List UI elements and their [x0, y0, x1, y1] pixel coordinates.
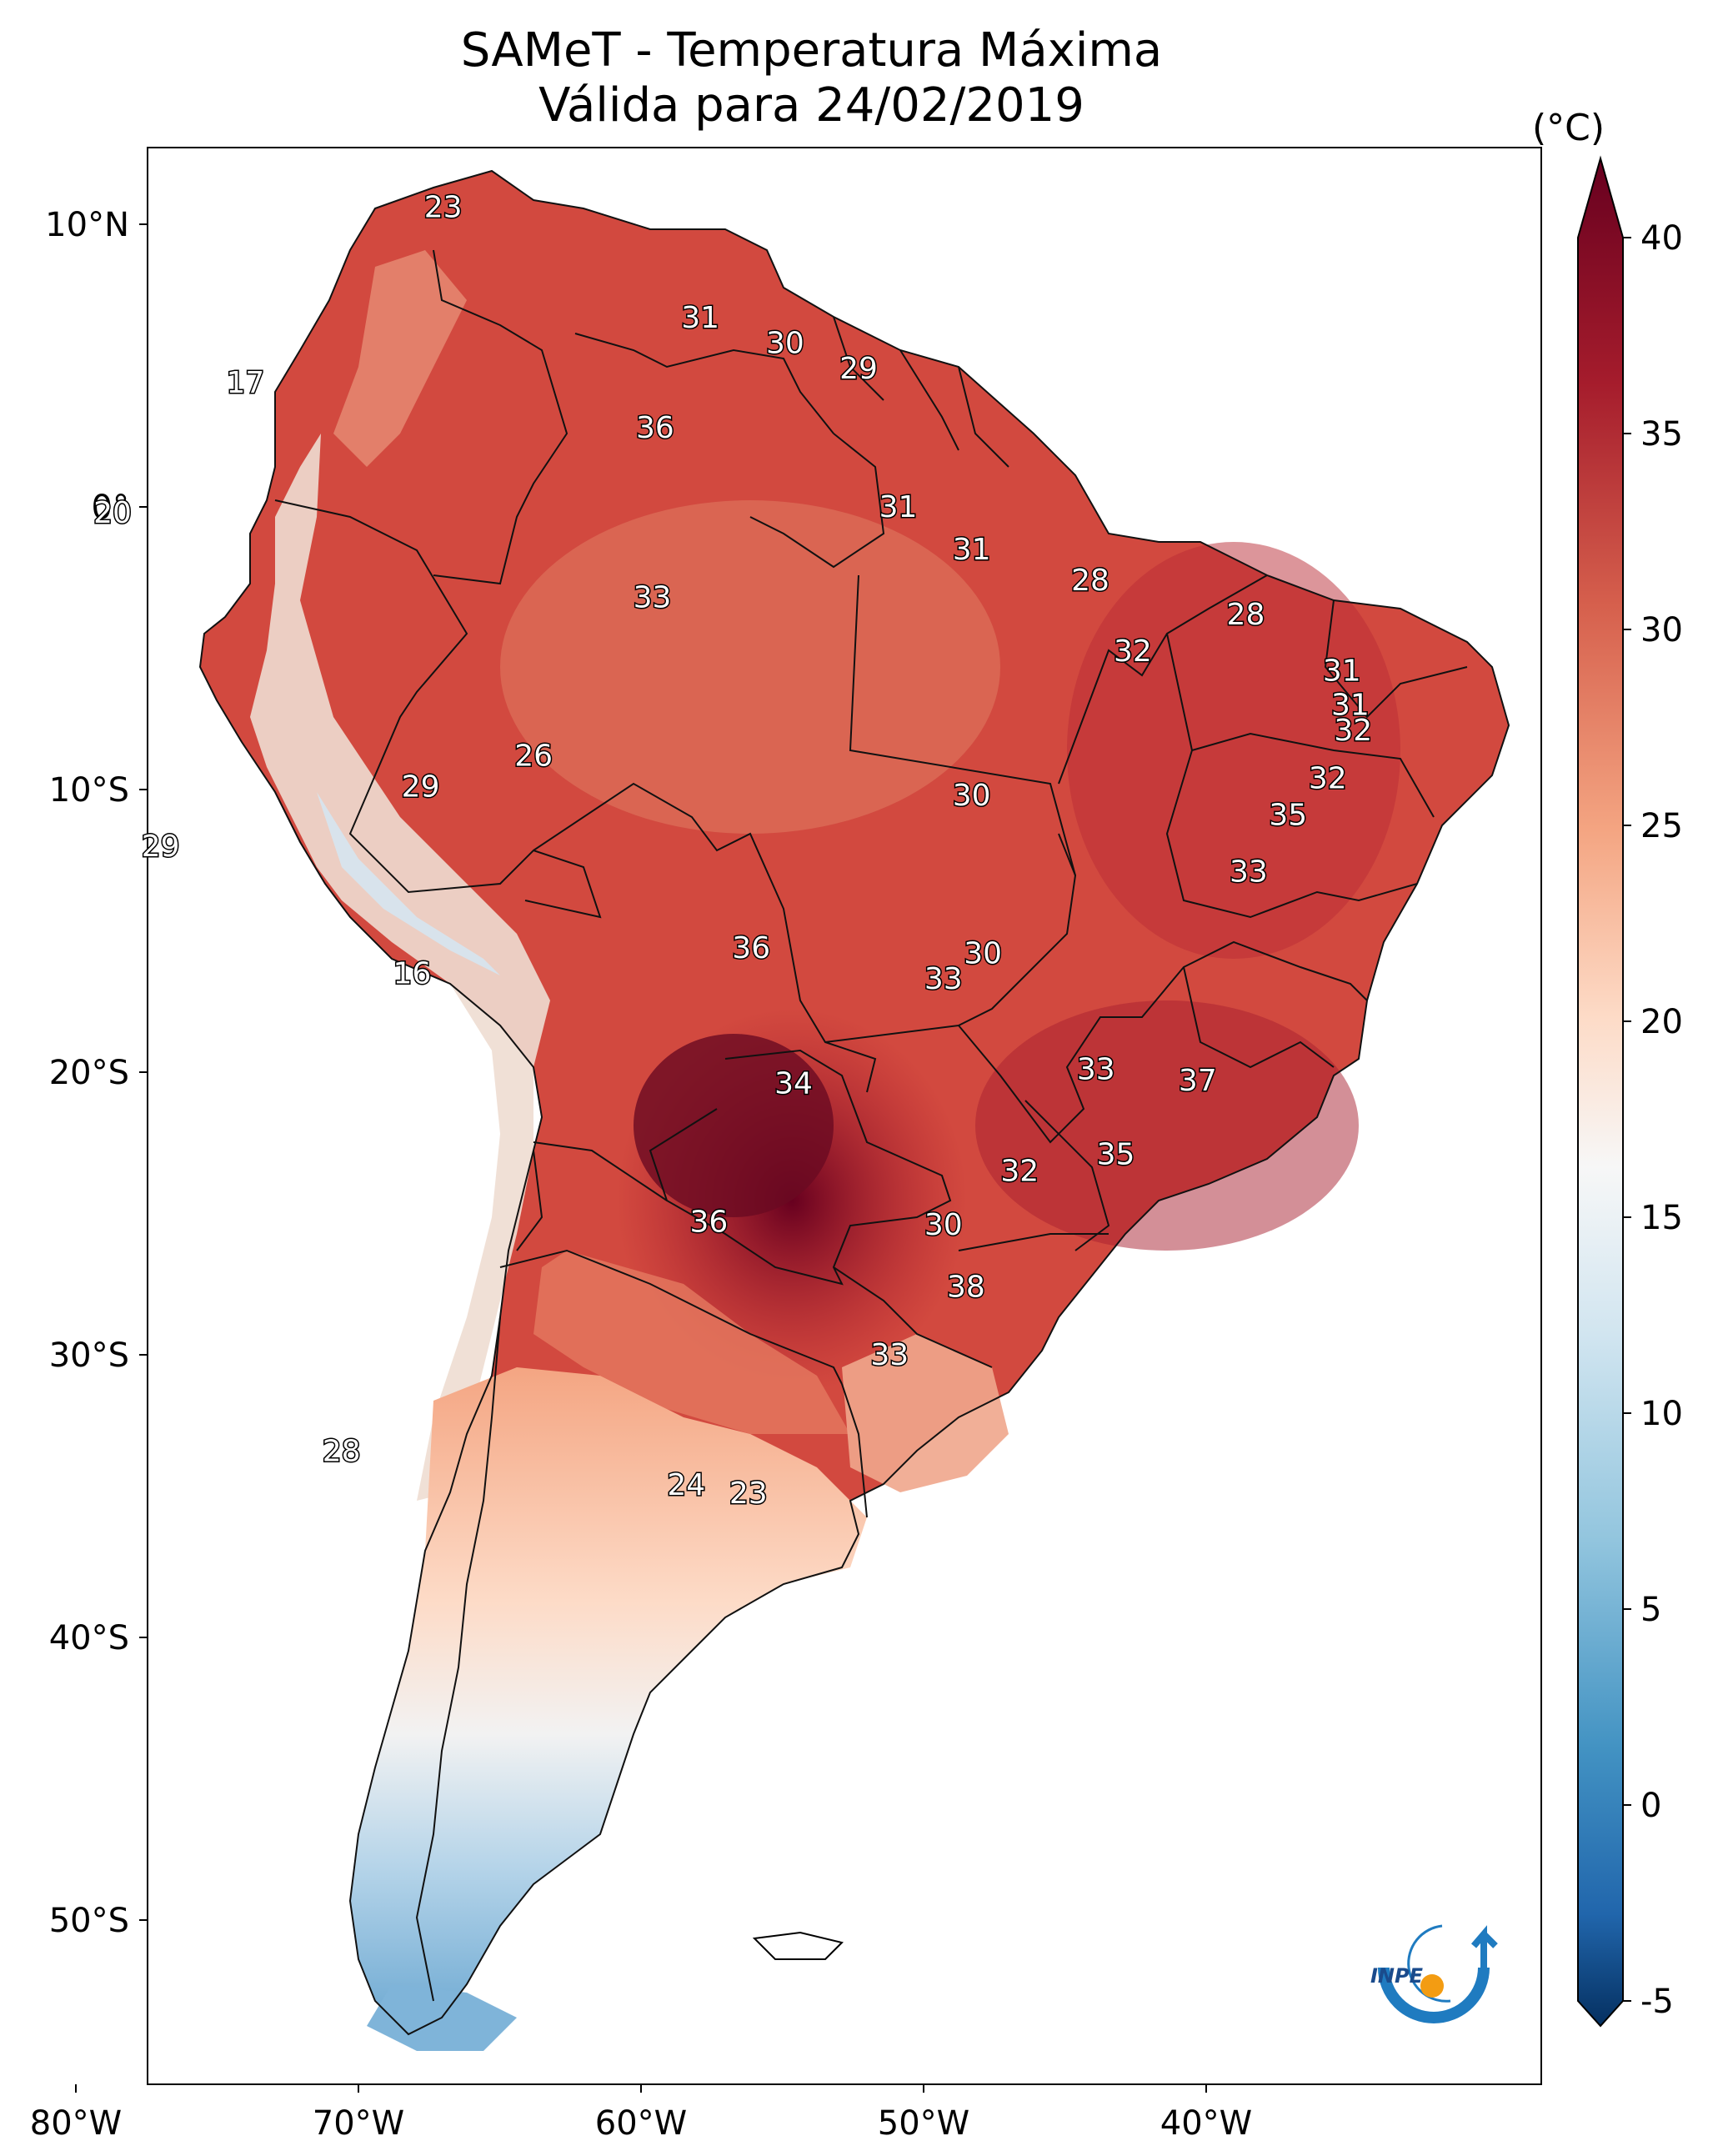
heat-core-center: [634, 1034, 834, 1217]
station-value-label: 35: [1269, 799, 1307, 833]
station-value-label: 30: [964, 937, 1002, 971]
lon-tick-label: 50°W: [878, 2104, 969, 2143]
station-value-label: 32: [1000, 1155, 1039, 1189]
colorbar-tick-label: 5: [1640, 1591, 1661, 1629]
colorbar-tick-label: 25: [1640, 807, 1683, 845]
station-value-label: 32: [1334, 714, 1372, 748]
station-value-label: 33: [924, 962, 963, 996]
station-value-label: 37: [1179, 1064, 1217, 1098]
colorbar-tick-label: 40: [1640, 219, 1683, 258]
station-value-label: 33: [1077, 1053, 1115, 1087]
station-value-label: 28: [323, 1434, 361, 1468]
pampas-field: [533, 1251, 850, 1434]
station-value-label: 32: [1114, 634, 1152, 669]
lon-tick-label: 60°W: [595, 2104, 687, 2143]
colorbar-tick-label: 35: [1640, 415, 1683, 454]
map-subtitle: Válida para 24/02/2019: [538, 78, 1084, 133]
falkland-islands: [752, 1931, 844, 1960]
station-value-label: 30: [953, 779, 991, 813]
station-value-label: 24: [667, 1468, 705, 1502]
colorbar-gradient: [1577, 155, 1624, 2028]
station-value-label: 17: [226, 366, 264, 400]
station-value-label: 26: [514, 739, 553, 773]
station-value-label: 28: [1227, 598, 1265, 632]
colorbar-tick-label: -5: [1640, 1983, 1674, 2021]
lat-tick-label: 30°S: [49, 1336, 129, 1375]
lat-tick-label: 10°S: [49, 771, 129, 810]
station-value-label: 29: [402, 770, 440, 805]
station-value-label: 30: [924, 1208, 963, 1242]
colorbar-unit-label: (°C): [1532, 107, 1605, 149]
uruguay-field: [842, 1334, 1009, 1492]
station-value-label: 33: [634, 580, 672, 614]
station-value-label: 28: [1071, 564, 1109, 598]
station-value-label: 20: [93, 496, 132, 530]
station-value-label: 31: [1323, 654, 1361, 689]
station-value-label: 31: [681, 301, 719, 335]
colombia-andes: [333, 250, 467, 467]
lon-tick-label: 40°W: [1160, 2104, 1252, 2143]
map-area: [198, 169, 1510, 2051]
andes-strip: [250, 434, 550, 1501]
lat-tick-label: 50°S: [49, 1902, 129, 1940]
inpe-logo-icon: INPE: [1370, 1924, 1498, 2023]
colorbar-tick-label: 20: [1640, 1003, 1683, 1041]
amazon-field: [500, 500, 1000, 834]
station-value-label: 31: [953, 533, 991, 567]
colorbar-tick-label: 10: [1640, 1395, 1683, 1433]
station-value-label: 31: [879, 490, 918, 524]
station-value-label: 34: [774, 1067, 813, 1101]
station-value-label: 36: [689, 1206, 728, 1240]
station-value-label: 33: [870, 1338, 909, 1372]
station-value-label: 31: [1331, 688, 1370, 722]
lon-axis: 80°W 70°W 60°W 50°W 40°W: [30, 2084, 1252, 2143]
station-value-label: 30: [766, 326, 804, 360]
southern-cone-field: [350, 1367, 867, 2034]
lat-axis: 10°N 0° 10°S 20°S 30°S 40°S 50°S: [45, 206, 148, 1940]
logo-text: INPE: [1370, 1964, 1424, 1988]
station-value-label: 32: [1309, 761, 1347, 795]
lon-tick-label: 70°W: [313, 2104, 404, 2143]
lat-tick-label: 40°S: [49, 1619, 129, 1657]
plot-frame: [147, 147, 1542, 2085]
lon-tick-label: 80°W: [30, 2104, 122, 2143]
station-value-label: 23: [424, 191, 463, 225]
colorbar-tick-label: 15: [1640, 1199, 1683, 1237]
lat-tick-label: 10°N: [45, 206, 129, 244]
map-title: SAMeT - Temperatura Máxima: [460, 23, 1163, 78]
station-value-label: 16: [393, 956, 432, 990]
station-value-label: 23: [729, 1477, 768, 1511]
station-value-label: 36: [636, 411, 674, 445]
station-value-label: 38: [947, 1271, 985, 1305]
station-value-label: 29: [839, 352, 878, 386]
colorbar-tick-label: 30: [1640, 611, 1683, 649]
lat-tick-label: 0°: [92, 489, 129, 527]
borders: [198, 169, 1510, 2036]
lat-tick-label: 20°S: [49, 1054, 129, 1092]
station-value-label: 29: [142, 830, 180, 864]
station-value-label: 33: [1230, 855, 1268, 889]
station-value-label: 35: [1097, 1137, 1135, 1171]
colorbar-tick-label: 0: [1640, 1787, 1661, 1825]
station-value-label: 36: [732, 931, 770, 965]
northeast-field: [1067, 542, 1400, 959]
colorbar: 40 35 30 25 20 15 10 5 0 -5: [1577, 155, 1683, 2028]
colorbar-ticks: 40 35 30 25 20 15 10 5 0 -5: [1623, 219, 1683, 2021]
southeast-field: [975, 1000, 1359, 1251]
